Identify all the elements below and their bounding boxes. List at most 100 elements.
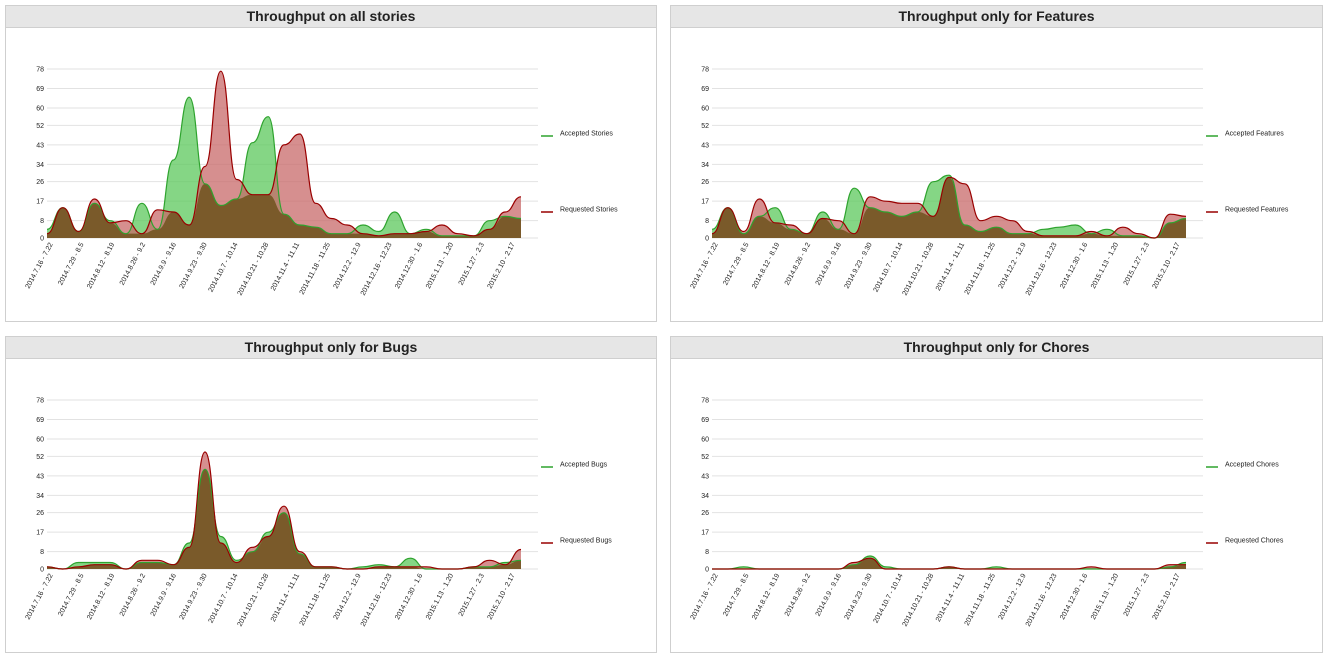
- x-tick-label: 2014.12.16 - 12.23: [1025, 573, 1059, 628]
- x-tick-label: 2014.11.4 - 11.11: [935, 242, 966, 292]
- x-tick-label: 2015.1.13 - 1.20: [425, 242, 455, 290]
- x-tick-label: 2014.8.26 - 9.2: [784, 242, 812, 287]
- x-tick-label: 2014.8.12 - 8.19: [751, 242, 781, 290]
- x-tick-label: 2014.12.30 - 1.6: [1059, 242, 1089, 290]
- y-tick-label: 8: [40, 549, 44, 556]
- x-tick-label: 2014.12.2 - 12.9: [998, 242, 1028, 290]
- x-tick-label: 2014.7.29 - 8.5: [57, 573, 85, 618]
- y-tick-label: 69: [36, 417, 44, 424]
- overlap-area: [47, 469, 521, 569]
- y-tick-label: 52: [701, 123, 709, 130]
- y-tick-label: 78: [36, 67, 44, 74]
- x-tick-label: 2014.11.18 - 11.25: [964, 573, 997, 627]
- overlap-area: [47, 183, 521, 238]
- throughput-chart: 0 8 17 26 34 43 52 60 69 78 2014.7.16 - 7.22 2014.7…: [25, 67, 618, 297]
- y-tick-label: 17: [36, 530, 44, 537]
- x-tick-label: 2014.8.26 - 9.2: [784, 573, 812, 618]
- x-tick-label: 2014.8.26 - 9.2: [119, 573, 147, 618]
- y-tick-label: 78: [36, 398, 44, 405]
- x-tick-label: 2015.1.13 - 1.20: [1090, 573, 1120, 621]
- x-tick-label: 2014.10.7 - 10.14: [873, 242, 905, 294]
- x-tick-label: 2015.2.10 - 2.17: [487, 242, 517, 290]
- y-tick-label: 26: [36, 510, 44, 517]
- y-tick-label: 34: [701, 493, 709, 500]
- accepted-line: [711, 174, 1187, 239]
- legend-label-accepted: Accepted Stories: [560, 131, 613, 138]
- y-tick-label: 34: [701, 162, 709, 169]
- y-tick-label: 26: [701, 510, 709, 517]
- x-tick-label: 2014.10.7 - 10.14: [873, 573, 905, 625]
- y-tick-label: 0: [705, 567, 709, 574]
- y-tick-label: 69: [701, 417, 709, 424]
- y-tick-label: 60: [36, 106, 44, 113]
- y-tick-label: 8: [705, 218, 709, 225]
- x-tick-label: 2015.1.27 - 2.3: [458, 573, 486, 618]
- x-tick-label: 2014.12.16 - 12.23: [360, 242, 394, 297]
- x-tick-label: 2014.8.12 - 8.19: [86, 242, 116, 290]
- x-tick-label: 2014.9.23 - 9.30: [844, 242, 874, 290]
- x-tick-label: 2014.10.7 - 10.14: [208, 242, 240, 294]
- x-tick-label: 2014.9.9 - 9.16: [150, 242, 178, 287]
- y-tick-label: 43: [701, 473, 709, 480]
- x-tick-label: 2015.1.13 - 1.20: [425, 573, 455, 621]
- x-tick-label: 2014.7.16 - 7.22: [25, 242, 55, 290]
- x-tick-label: 2015.1.27 - 2.3: [1123, 242, 1151, 287]
- y-tick-label: 8: [40, 218, 44, 225]
- y-tick-label: 78: [701, 67, 709, 74]
- legend-label-accepted: Accepted Features: [1225, 131, 1284, 138]
- y-tick-label: 17: [701, 530, 709, 537]
- y-tick-label: 52: [36, 123, 44, 130]
- x-tick-label: 2014.12.30 - 1.6: [1059, 573, 1089, 621]
- x-tick-label: 2014.9.9 - 9.16: [815, 573, 843, 618]
- y-tick-label: 52: [701, 454, 709, 461]
- y-tick-label: 0: [40, 567, 44, 574]
- x-tick-label: 2014.8.26 - 9.2: [119, 242, 147, 287]
- y-tick-label: 17: [36, 199, 44, 206]
- x-tick-label: 2014.10.21 - 10.28: [902, 573, 936, 628]
- throughput-chart: 0 8 17 26 34 43 52 60 69 78 2014.7.16 - 7.22 2014.7…: [25, 398, 613, 628]
- legend-label-requested: Requested Stories: [560, 207, 618, 214]
- x-tick-label: 2014.11.4 - 11.11: [270, 242, 301, 292]
- x-tick-label: 2014.11.18 - 11.25: [299, 573, 332, 627]
- x-tick-label: 2014.9.23 - 9.30: [179, 242, 209, 290]
- legend-label-accepted: Accepted Bugs: [560, 462, 608, 469]
- requested-line: [46, 70, 522, 237]
- requested-area: [47, 71, 521, 238]
- accepted-line: [46, 96, 522, 237]
- x-tick-label: 2014.10.7 - 10.14: [208, 573, 240, 625]
- x-tick-label: 2015.2.10 - 2.17: [487, 573, 517, 621]
- x-tick-label: 2014.8.12 - 8.19: [86, 573, 116, 621]
- y-tick-label: 69: [701, 86, 709, 93]
- y-tick-label: 34: [36, 162, 44, 169]
- requested-area: [47, 452, 521, 569]
- x-tick-label: 2014.11.4 - 11.11: [270, 573, 301, 623]
- y-tick-label: 0: [40, 236, 44, 243]
- chart-title: Throughput only for Bugs: [6, 337, 656, 359]
- x-tick-label: 2014.9.23 - 9.30: [179, 573, 209, 621]
- chart-title: Throughput on all stories: [6, 6, 656, 28]
- requested-line: [46, 451, 522, 570]
- y-tick-label: 60: [701, 106, 709, 113]
- x-tick-label: 2014.12.16 - 12.23: [360, 573, 394, 628]
- x-tick-label: 2015.2.10 - 2.17: [1152, 573, 1182, 621]
- x-tick-label: 2014.7.29 - 8.5: [722, 573, 750, 618]
- y-tick-label: 43: [36, 473, 44, 480]
- x-tick-label: 2015.1.27 - 2.3: [458, 242, 486, 287]
- y-tick-label: 52: [36, 454, 44, 461]
- x-tick-label: 2014.7.16 - 7.22: [25, 573, 55, 621]
- y-tick-label: 34: [36, 493, 44, 500]
- accepted-area: [47, 97, 521, 239]
- y-tick-label: 60: [36, 437, 44, 444]
- overlap-area: [712, 177, 1186, 238]
- x-tick-label: 2014.7.29 - 8.5: [722, 242, 750, 287]
- y-tick-label: 69: [36, 86, 44, 93]
- chart-title: Throughput only for Features: [671, 6, 1322, 28]
- x-tick-label: 2014.9.9 - 9.16: [815, 242, 843, 287]
- x-tick-label: 2014.7.29 - 8.5: [57, 242, 85, 287]
- y-tick-label: 0: [705, 236, 709, 243]
- x-tick-label: 2014.11.18 - 11.25: [964, 242, 997, 296]
- y-tick-label: 78: [701, 398, 709, 405]
- legend-label-requested: Requested Chores: [1225, 538, 1284, 545]
- x-tick-label: 2015.1.13 - 1.20: [1090, 242, 1120, 290]
- x-tick-label: 2014.8.12 - 8.19: [751, 573, 781, 621]
